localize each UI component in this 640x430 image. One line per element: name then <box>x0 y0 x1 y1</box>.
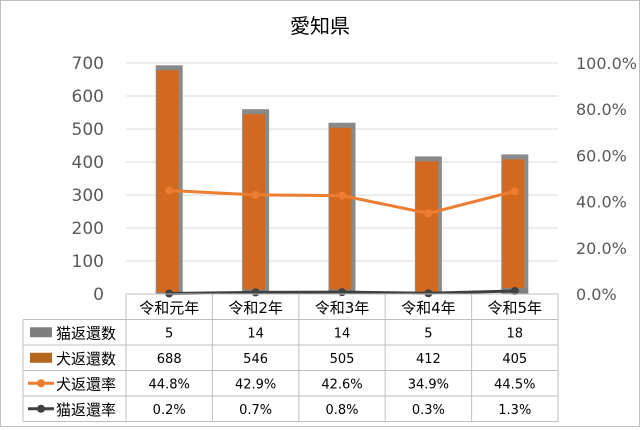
y-right-tick-label: 80.0% <box>576 100 627 119</box>
x-tick-label: 令和5年 <box>488 299 543 317</box>
bar-dog-returns <box>329 127 352 290</box>
legend-label: 猫返還率 <box>56 401 116 419</box>
table-cell-value: 0.7% <box>239 403 272 418</box>
legend-label: 犬返還率 <box>56 375 116 393</box>
x-tick-label: 令和3年 <box>315 299 370 317</box>
table-cell-value: 688 <box>157 352 182 367</box>
y-right-tick-label: 100.0% <box>576 54 637 73</box>
table-cell-value: 405 <box>502 352 527 367</box>
table-cell-value: 5 <box>165 326 173 341</box>
y-left-tick-label: 600 <box>72 87 104 107</box>
table-cell-value: 42.6% <box>321 377 362 392</box>
table-cell-value: 44.5% <box>494 377 535 392</box>
line-point <box>338 288 346 297</box>
y-right-tick-label: 40.0% <box>576 193 627 212</box>
y-left-tick-label: 500 <box>72 120 104 140</box>
x-tick-label: 令和元年 <box>139 299 199 317</box>
line-point <box>251 288 260 297</box>
line-point <box>338 191 346 200</box>
line-point <box>510 187 519 196</box>
table-cell-value: 14 <box>247 326 264 341</box>
table-cell-value: 0.8% <box>325 403 358 418</box>
legend-label: 猫返還数 <box>56 324 116 342</box>
table-cell-value: 42.9% <box>235 377 276 392</box>
table-cell-value: 412 <box>416 352 441 367</box>
legend-key-dog-returns <box>30 352 52 363</box>
bars <box>155 65 529 294</box>
bar-dog-returns <box>243 114 266 290</box>
y-left-tick-label: 200 <box>72 219 104 239</box>
legend-key-cat-returns <box>30 327 52 338</box>
line-point <box>424 289 433 298</box>
table-cell-value: 44.8% <box>149 377 190 392</box>
table-cell-value: 14 <box>334 326 351 341</box>
y-left-tick-label: 100 <box>72 252 104 272</box>
table-cell-value: 34.9% <box>408 377 449 392</box>
x-tick-label: 令和4年 <box>401 299 456 317</box>
left-axis: 0 100 200 300 400 500 600 700 <box>72 54 104 305</box>
y-right-tick-label: 0.0% <box>576 285 617 304</box>
x-tick-label: 令和2年 <box>228 299 283 317</box>
bar-dog-returns <box>502 159 525 289</box>
legend-key-marker <box>37 404 45 413</box>
chart-title: 愛知県 <box>290 14 350 38</box>
line-point <box>510 286 519 295</box>
table-cell-value: 546 <box>243 352 268 367</box>
y-right-tick-label: 60.0% <box>576 146 627 165</box>
bar-dog-returns <box>415 161 438 293</box>
table-cell-value: 0.2% <box>153 403 186 418</box>
y-left-tick-label: 400 <box>72 153 104 173</box>
table-cell-value: 505 <box>330 352 355 367</box>
y-right-tick-label: 20.0% <box>576 239 627 258</box>
bar-dog-returns <box>156 70 179 293</box>
table-cell-value: 18 <box>507 326 524 341</box>
y-left-tick-label: 300 <box>72 186 104 206</box>
y-left-tick-label: 0 <box>93 285 104 305</box>
legend-key-marker <box>37 379 45 388</box>
table-cell-value: 0.3% <box>412 403 445 418</box>
table-cell-value: 5 <box>424 326 432 341</box>
table-cell-value: 1.3% <box>498 403 531 418</box>
legend-label: 犬返還数 <box>56 350 116 368</box>
line-point <box>165 186 174 195</box>
y-left-tick-label: 700 <box>72 54 104 74</box>
right-axis: 0.0% 20.0% 40.0% 60.0% 80.0% 100.0% <box>576 54 637 304</box>
line-point <box>424 209 433 218</box>
line-point <box>251 190 260 199</box>
